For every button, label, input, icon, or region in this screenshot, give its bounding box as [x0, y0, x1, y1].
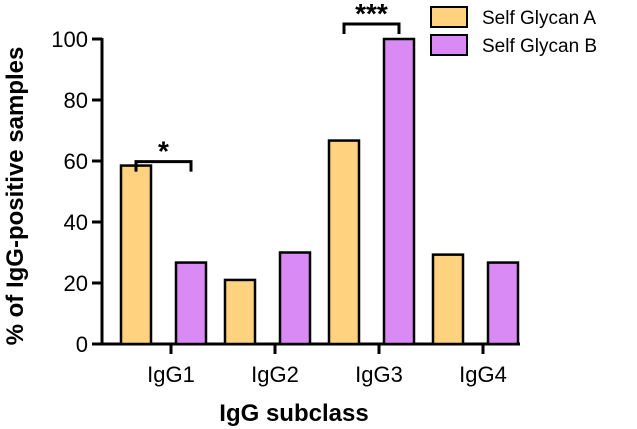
y-axis: 0 20 40 60 80 100: [51, 27, 104, 357]
x-tick-label: IgG4: [459, 362, 507, 387]
bars: [119, 37, 520, 346]
significance-bracket: [134, 160, 193, 172]
y-tick-label: 20: [64, 271, 88, 296]
y-tick-label: 80: [64, 88, 88, 113]
y-tick-label: 0: [76, 332, 88, 357]
y-tick-label: 40: [64, 210, 88, 235]
bar-igg1-series-2: [174, 261, 208, 346]
x-tick-label: IgG3: [355, 362, 403, 387]
x-tick-label: IgG2: [251, 362, 299, 387]
legend: Self Glycan A Self Glycan B: [430, 6, 597, 57]
significance-bracket: [342, 22, 401, 34]
bar-igg3-series-2: [382, 37, 416, 346]
x-axis: IgG1 IgG2 IgG3 IgG4: [100, 342, 520, 387]
bar-igg2-series-2: [278, 251, 312, 346]
x-tick-label: IgG1: [147, 362, 195, 387]
legend-label: Self Glycan A: [482, 8, 596, 29]
bar-igg1-series-1: [119, 164, 153, 346]
y-axis-title: % of IgG-positive samples: [2, 47, 29, 346]
legend-swatch: [430, 6, 468, 28]
bar-igg4-series-2: [486, 261, 520, 346]
legend-label: Self Glycan B: [482, 36, 597, 57]
y-tick-label: 100: [51, 27, 88, 52]
bar-igg2-series-1: [223, 278, 257, 346]
bar-igg3-series-1: [327, 139, 361, 346]
bar-igg4-series-1: [431, 253, 465, 346]
x-axis-title: IgG subclass: [219, 400, 368, 427]
significance-marker: *: [158, 136, 169, 167]
y-tick-label: 60: [64, 149, 88, 174]
significance-marker: ***: [355, 0, 388, 29]
legend-swatch: [430, 34, 468, 56]
significance-annotations: ****: [134, 0, 401, 172]
